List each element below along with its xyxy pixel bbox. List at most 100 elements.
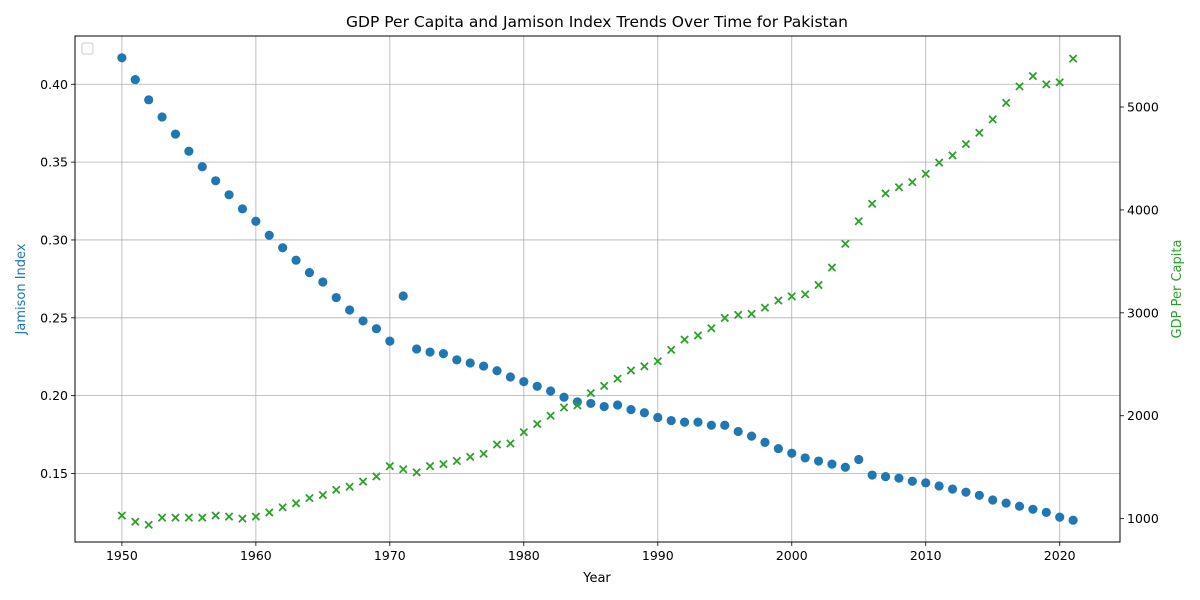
jamison-point — [586, 398, 596, 409]
y-left-tick-label: 0.30 — [40, 232, 68, 247]
jamison-point — [251, 216, 261, 226]
jamison-point — [465, 358, 475, 368]
plot-frame — [74, 35, 1121, 543]
jamison-point — [345, 305, 355, 315]
jamison-point — [197, 162, 207, 172]
jamison-point — [264, 230, 274, 240]
jamison-point — [170, 129, 181, 139]
gdp-point — [412, 468, 421, 477]
jamison-point — [144, 95, 154, 105]
jamison-point — [224, 190, 234, 200]
jamison-point — [653, 412, 663, 423]
y-axis-right: 1000 2000 3000 4000 5000 — [1120, 100, 1159, 526]
jamison-point — [1001, 498, 1011, 508]
gdp-point — [867, 199, 877, 208]
jamison-point — [666, 415, 676, 426]
gdp-point — [961, 139, 971, 149]
x-tick-label: 1970 — [374, 548, 406, 563]
gdp-point — [854, 216, 863, 226]
x-axis-title: Year — [582, 571, 611, 586]
jamison-point — [385, 336, 395, 346]
jamison-point — [988, 495, 998, 505]
x-tick-label: 1960 — [240, 548, 272, 563]
y-left-tick-label: 0.40 — [40, 77, 68, 92]
gdp-point — [894, 183, 904, 192]
gdp-point — [1001, 98, 1011, 108]
jamison-point — [773, 443, 783, 454]
gdp-point — [211, 511, 220, 520]
y-left-tick-label: 0.15 — [40, 466, 68, 481]
legend-box — [81, 42, 94, 55]
jamison-point — [452, 355, 462, 365]
jamison-point — [505, 372, 516, 382]
gdp-point — [827, 263, 837, 272]
gdp-point — [291, 498, 301, 508]
gdp-point — [1068, 54, 1078, 63]
gdp-point — [171, 513, 180, 522]
gdp-point — [1055, 78, 1064, 87]
jamison-point — [867, 470, 877, 480]
gdp-point — [599, 381, 609, 391]
jamison-point — [211, 176, 221, 186]
jamison-point — [840, 462, 850, 472]
gdp-point — [841, 239, 850, 249]
jamison-point — [398, 291, 408, 301]
jamison-point — [787, 448, 797, 458]
jamison-point — [1068, 515, 1078, 525]
jamison-point — [304, 268, 315, 278]
gdp-point — [666, 345, 676, 355]
x-tick-label: 2020 — [1044, 548, 1076, 563]
jamison-point — [921, 478, 931, 488]
jamison-point — [612, 400, 623, 410]
gdp-point — [720, 313, 730, 323]
gdp-point — [921, 169, 930, 179]
gdp-point — [144, 520, 153, 530]
jamison-point — [1041, 507, 1051, 518]
x-tick-label: 2000 — [776, 548, 808, 563]
gdp-point — [908, 177, 917, 187]
y-left-tick-label: 0.20 — [40, 388, 68, 403]
gdp-point — [238, 514, 247, 523]
jamison-point — [706, 420, 716, 430]
gdp-series — [117, 54, 1078, 530]
gdp-point — [224, 512, 234, 521]
y-right-tick-label: 4000 — [1127, 202, 1159, 217]
gdp-point — [800, 290, 810, 299]
gdp-point — [948, 151, 957, 160]
y-right-tick-label: 3000 — [1127, 305, 1159, 320]
gdp-point — [613, 374, 622, 383]
gdp-point — [532, 419, 542, 429]
gdp-point — [452, 456, 462, 466]
jamison-point — [693, 417, 703, 427]
gdp-point — [733, 310, 743, 320]
jamison-point — [720, 420, 730, 430]
gdp-point — [774, 296, 783, 305]
gdp-point — [559, 403, 569, 412]
jamison-point — [746, 431, 757, 441]
gdp-point — [1015, 82, 1024, 91]
jamison-point — [827, 459, 837, 469]
gdp-point — [787, 292, 796, 301]
gdp-point — [707, 324, 716, 333]
gdp-point — [814, 280, 823, 290]
gdp-point — [157, 513, 167, 522]
jamison-point — [237, 204, 248, 214]
gdp-point — [345, 482, 354, 491]
x-tick-label: 1980 — [508, 548, 540, 563]
gdp-point — [305, 493, 314, 503]
jamison-point — [894, 473, 904, 483]
gdp-point — [198, 513, 207, 522]
gdp-point — [372, 472, 381, 481]
gdp-point — [465, 452, 475, 462]
x-tick-label: 2010 — [910, 548, 942, 563]
x-tick-label: 1990 — [642, 548, 674, 563]
jamison-point — [974, 490, 984, 500]
gdp-point — [653, 356, 663, 366]
jamison-point — [599, 401, 609, 412]
jamison-point — [425, 347, 435, 357]
gdp-point — [117, 511, 127, 520]
jamison-point — [331, 292, 341, 303]
jamison-point — [479, 361, 489, 371]
jamison-point — [679, 417, 690, 427]
